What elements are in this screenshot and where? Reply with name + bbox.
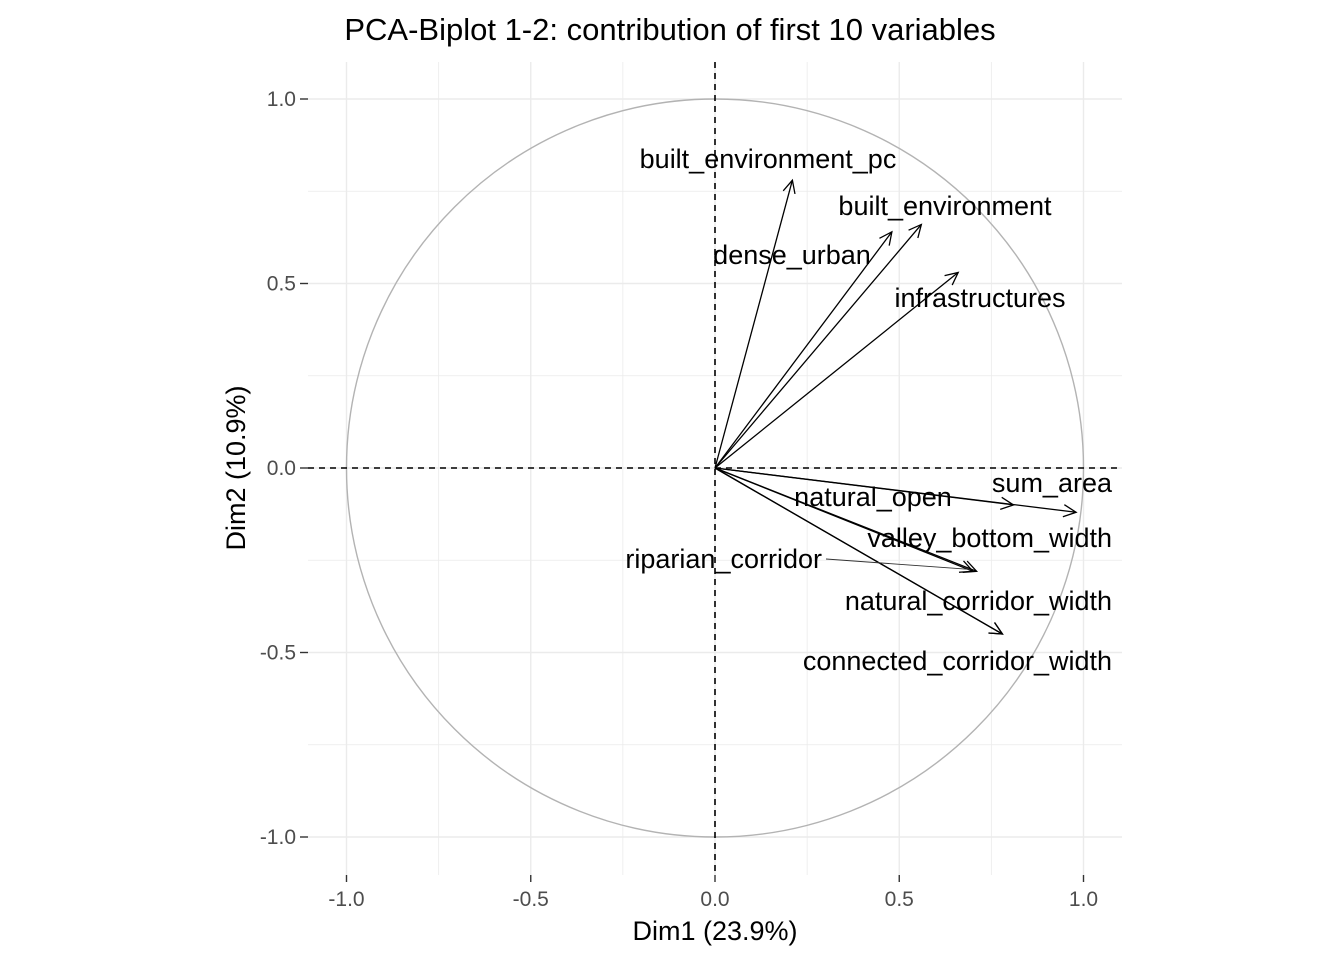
- variable-label-built_environment_pc: built_environment_pc: [640, 144, 897, 174]
- variable-label-riparian_corridor: riparian_corridor: [625, 544, 822, 574]
- y-tick-label: 0.5: [267, 273, 296, 296]
- arrow-built_environment: [714, 223, 923, 469]
- variable-label-built_environment: built_environment: [838, 191, 1052, 221]
- y-tick-label: -1.0: [260, 826, 296, 849]
- arrow-built_environment_pc: [714, 178, 796, 469]
- chart-title: PCA-Biplot 1-2: contribution of first 10…: [344, 12, 995, 47]
- variable-arrows: [714, 178, 1078, 635]
- variable-label-valley_bottom_width: valley_bottom_width: [867, 523, 1112, 553]
- variable-label-connected_corridor_width: connected_corridor_width: [803, 646, 1112, 676]
- variable-label-sum_area: sum_area: [992, 468, 1113, 498]
- x-tick-label: -1.0: [328, 888, 364, 911]
- y-tick-label: -0.5: [260, 642, 296, 665]
- y-tick-label: 0.0: [267, 457, 296, 480]
- arrow-dense_urban: [714, 230, 893, 469]
- y-axis-title: Dim2 (10.9%): [221, 385, 251, 550]
- x-tick-label: -0.5: [513, 888, 549, 911]
- arrow-infrastructures: [714, 271, 960, 469]
- arrow-riparian_corridor: [714, 467, 975, 573]
- x-tick-label: 0.5: [885, 888, 914, 911]
- x-axis-title: Dim1 (23.9%): [632, 916, 797, 946]
- arrow-connected_corridor_width: [714, 467, 1004, 635]
- label-leader-line: [825, 558, 969, 570]
- x-tick-label: 1.0: [1069, 888, 1098, 911]
- variable-label-natural_corridor_width: natural_corridor_width: [845, 586, 1112, 616]
- x-tick-label: 0.0: [700, 888, 729, 911]
- y-tick-label: 1.0: [267, 88, 296, 111]
- variable-label-infrastructures: infrastructures: [894, 283, 1065, 313]
- variable-label-dense_urban: dense_urban: [713, 240, 871, 270]
- variable-label-natural_open: natural_open: [794, 482, 952, 512]
- arrow-natural_open: [714, 467, 1015, 510]
- variable-labels: built_environment_pc built_environmentden…: [625, 144, 1113, 676]
- axis-ticks: -1.0 -0.5 0.0 0.5 1.0 -1.0 -0.5 0.0 0.5 1.0: [260, 88, 1098, 911]
